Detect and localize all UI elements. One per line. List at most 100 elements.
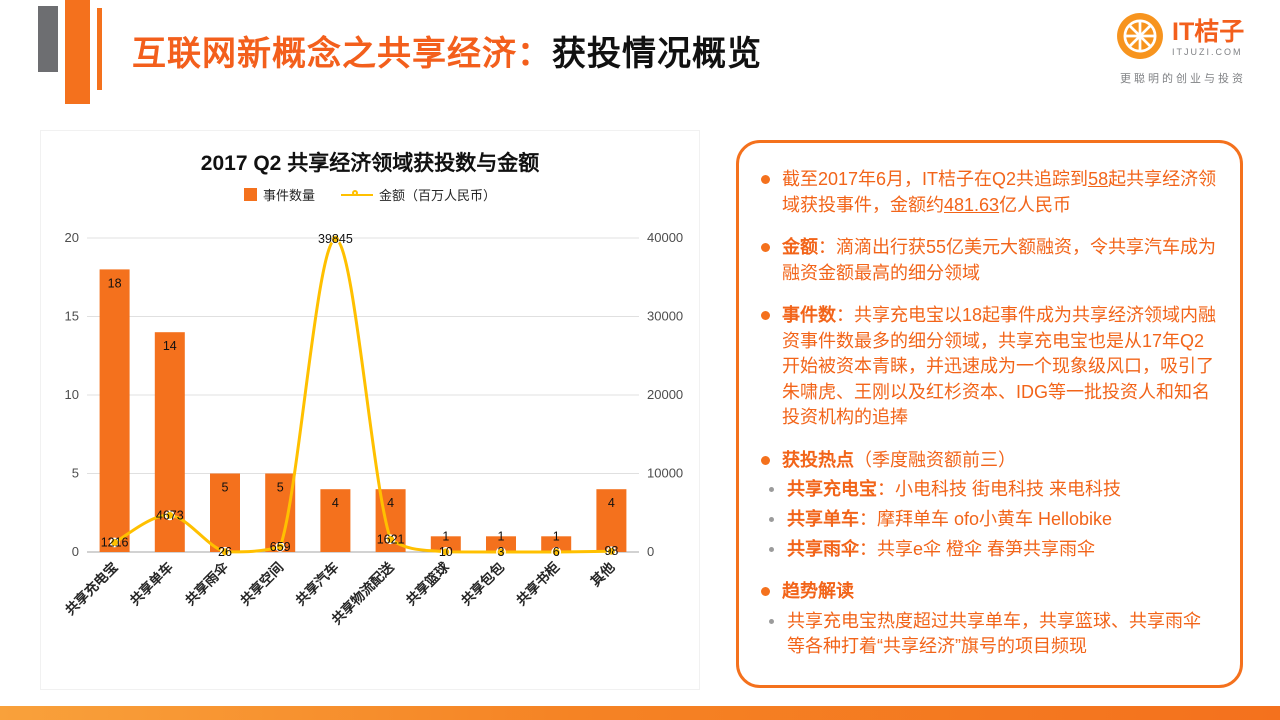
note-text: 事件数：共享充电宝以18起事件成为共享经济领域内融资事件数最多的细分领域，共享充… bbox=[782, 305, 1217, 428]
bullet-dot-icon bbox=[769, 487, 774, 493]
left-axis-tick: 10 bbox=[65, 387, 79, 402]
bullet-dot-icon bbox=[769, 546, 774, 552]
line-marker-共享充电宝 bbox=[109, 537, 120, 548]
legend-item-amount: 金额（百万人民币） bbox=[341, 185, 496, 204]
amount-line bbox=[113, 237, 612, 554]
note-bullet-item: 事件数：共享充电宝以18起事件成为共享经济领域内融资事件数最多的细分领域，共享充… bbox=[759, 303, 1218, 431]
chart-panel: 2017 Q2 共享经济领域获投数与金额 事件数量 金额（百万人民币） 0 5 10… bbox=[40, 130, 700, 690]
line-value-label: 1621 bbox=[377, 532, 405, 546]
note-text: 金额：滴滴出行获55亿美元大额融资，令共享汽车成为融资金额最高的细分领域 bbox=[782, 237, 1217, 283]
x-axis-label: 共享充电宝 bbox=[62, 559, 121, 618]
x-axis-label: 其他 bbox=[587, 558, 618, 589]
line-value-label: 39845 bbox=[318, 232, 353, 246]
bar-value-label: 4 bbox=[608, 496, 615, 510]
bullet-dot-icon bbox=[761, 587, 770, 597]
note-text: 获投热点（季度融资额前三） bbox=[782, 449, 1016, 470]
notes-list: 截至2017年6月，IT桔子在Q2共追踪到58起共享经济领域获投事件，金额约48… bbox=[759, 167, 1218, 660]
page-title-dark: 获投情况概览 bbox=[552, 35, 762, 73]
page-title: 互联网新概念之共享经济：获投情况概览 bbox=[132, 26, 762, 75]
line-value-label: 6 bbox=[553, 545, 560, 559]
itjuzi-logo: IT桔子 ITJUZI.COM 更聪明的创业与投资 bbox=[1116, 12, 1246, 86]
line-marker-共享包包 bbox=[496, 547, 506, 557]
bar-共享汽车 bbox=[320, 489, 351, 552]
bar-value-label: 1 bbox=[442, 529, 449, 543]
left-axis-tick: 15 bbox=[65, 309, 79, 324]
right-axis-tick: 20000 bbox=[647, 387, 683, 402]
right-axis-tick: 40000 bbox=[647, 230, 683, 245]
note-text: 共享充电宝热度超过共享单车，共享篮球、共享雨伞等各种打着“共享经济”旗号的项目频… bbox=[787, 610, 1201, 657]
bar-legend-swatch-icon bbox=[243, 188, 257, 201]
note-sub-item: 共享单车：摩拜单车 ofo小黄车 Hellobike bbox=[759, 507, 1218, 533]
bar-value-label: 5 bbox=[277, 481, 284, 495]
line-marker-共享物流配送 bbox=[385, 534, 396, 545]
orange-fruit-icon bbox=[1116, 12, 1164, 65]
note-text: 共享雨伞：共享e伞 橙伞 春笋共享雨伞 bbox=[787, 538, 1096, 559]
bar-value-label: 4 bbox=[332, 496, 339, 510]
x-axis-label: 共享空间 bbox=[237, 559, 286, 608]
bar-其他 bbox=[596, 489, 627, 552]
left-axis-tick: 5 bbox=[72, 466, 79, 481]
logo-domain-text: ITJUZI.COM bbox=[1172, 47, 1243, 57]
deco-bar-orange bbox=[65, 0, 90, 104]
x-axis-label: 共享汽车 bbox=[292, 559, 341, 608]
bar-共享篮球 bbox=[430, 536, 461, 552]
line-value-label: 4673 bbox=[156, 508, 184, 522]
legend-item-events: 事件数量 bbox=[243, 185, 315, 204]
note-bullet-item: 截至2017年6月，IT桔子在Q2共追踪到58起共享经济领域获投事件，金额约48… bbox=[759, 167, 1218, 218]
bullet-dot-icon bbox=[761, 175, 770, 184]
line-value-label: 3 bbox=[498, 545, 505, 559]
note-text: 共享充电宝：小电科技 街电科技 来电科技 bbox=[787, 479, 1122, 500]
note-text: 共享单车：摩拜单车 ofo小黄车 Hellobike bbox=[787, 509, 1113, 530]
logo-tagline: 更聪明的创业与投资 bbox=[1120, 73, 1246, 85]
line-legend-label: 金额（百万人民币） bbox=[379, 188, 497, 203]
note-text: 截至2017年6月，IT桔子在Q2共追踪到58起共享经济领域获投事件，金额约48… bbox=[782, 169, 1217, 215]
bar-共享充电宝 bbox=[99, 269, 130, 552]
line-marker-共享雨伞 bbox=[220, 546, 230, 557]
line-value-label: 98 bbox=[604, 544, 618, 558]
x-axis-label: 共享单车 bbox=[126, 559, 175, 608]
bullet-dot-icon bbox=[761, 311, 770, 321]
combo-chart-svg: 0 5 10 15 20 0 10000 20000 30000 40000 18 14 5 5 4 4 1 1 1… bbox=[62, 230, 683, 627]
chart-title: 2017 Q2 共享经济领域获投数与金额 bbox=[200, 152, 540, 175]
line-marker-共享篮球 bbox=[440, 547, 451, 557]
x-axis-label: 共享雨伞 bbox=[182, 558, 232, 608]
note-bullet-item: 获投热点（季度融资额前三） bbox=[759, 448, 1218, 474]
bar-legend-label: 事件数量 bbox=[262, 188, 315, 203]
bar-value-label: 18 bbox=[108, 276, 122, 290]
bar-value-label: 5 bbox=[222, 481, 229, 495]
bullet-dot-icon bbox=[769, 517, 774, 523]
line-value-label: 10 bbox=[439, 545, 453, 559]
bullet-dot-icon bbox=[769, 618, 774, 624]
line-marker-共享空间 bbox=[275, 541, 286, 552]
bullet-dot-icon bbox=[761, 243, 770, 253]
left-axis-tick: 0 bbox=[72, 544, 79, 559]
x-axis-label: 共享包包 bbox=[458, 558, 508, 608]
note-sub-item: 共享雨伞：共享e伞 橙伞 春笋共享雨伞 bbox=[759, 537, 1218, 563]
bar-value-label: 1 bbox=[498, 529, 505, 543]
right-axis-tick: 10000 bbox=[647, 466, 683, 481]
header-deco-bars bbox=[38, 0, 102, 104]
bar-value-label: 1 bbox=[553, 529, 560, 543]
note-bullet-item: 趋势解读 bbox=[759, 579, 1218, 605]
note-sub-item: 共享充电宝：小电科技 街电科技 来电科技 bbox=[759, 477, 1218, 503]
right-axis-tick: 30000 bbox=[647, 309, 683, 324]
left-axis-tick: 20 bbox=[65, 230, 79, 245]
line-legend-swatch-icon bbox=[341, 189, 373, 196]
bullet-dot-icon bbox=[761, 455, 770, 465]
line-marker-共享汽车 bbox=[330, 234, 341, 245]
bar-value-label: 14 bbox=[163, 339, 177, 353]
bar-共享包包 bbox=[486, 536, 516, 552]
bar-共享雨伞 bbox=[210, 473, 240, 552]
line-value-label: 659 bbox=[270, 540, 291, 554]
line-marker-其他 bbox=[606, 546, 617, 557]
right-axis-tick: 0 bbox=[647, 544, 654, 559]
note-sub-item: 共享充电宝热度超过共享单车，共享篮球、共享雨伞等各种打着“共享经济”旗号的项目频… bbox=[759, 609, 1218, 660]
note-bullet-item: 金额：滴滴出行获55亿美元大额融资，令共享汽车成为融资金额最高的细分领域 bbox=[759, 235, 1218, 286]
line-value-label: 1216 bbox=[101, 535, 129, 549]
x-axis-label: 共享书柜 bbox=[513, 558, 563, 608]
line-value-label: 26 bbox=[218, 545, 232, 559]
chart-legend: 事件数量 金额（百万人民币） bbox=[41, 185, 699, 204]
line-marker-共享书柜 bbox=[551, 547, 562, 557]
note-text: 趋势解读 bbox=[782, 581, 854, 602]
